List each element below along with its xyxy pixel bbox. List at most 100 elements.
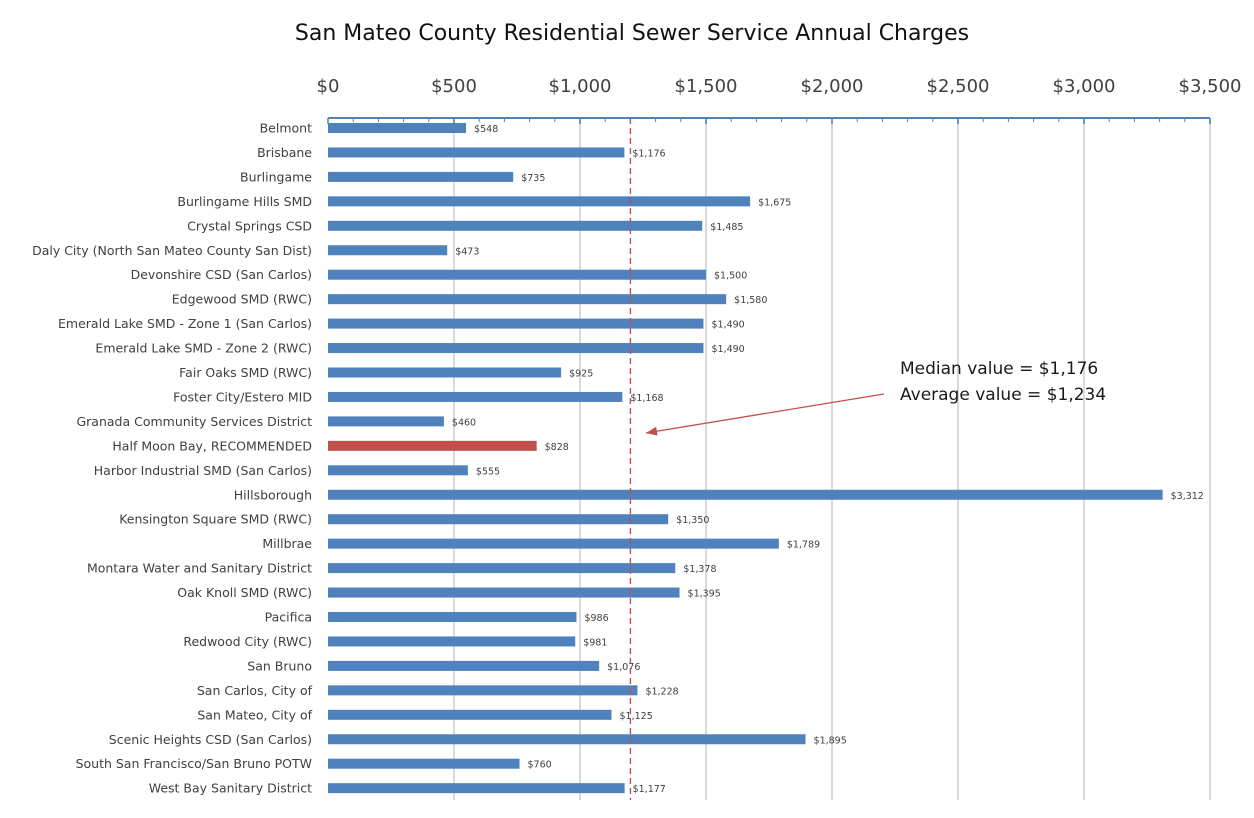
category-label: Millbrae — [262, 536, 312, 551]
bar — [328, 465, 468, 476]
category-label: Emerald Lake SMD - Zone 1 (San Carlos) — [58, 316, 312, 331]
bar — [328, 514, 669, 525]
data-label: $473 — [455, 246, 479, 257]
category-label: Montara Water and Sanitary District — [87, 561, 312, 576]
data-label: $3,312 — [1171, 491, 1204, 502]
category-label: Kensington Square SMD (RWC) — [119, 512, 312, 527]
data-label: $460 — [452, 417, 476, 428]
data-label: $1,485 — [710, 222, 743, 233]
bar — [328, 123, 467, 133]
x-tick-label: $1,000 — [549, 76, 612, 97]
category-label: Emerald Lake SMD - Zone 2 (RWC) — [95, 341, 312, 356]
category-label: Hillsborough — [234, 487, 312, 502]
data-label: $1,177 — [633, 784, 666, 795]
x-axis-ticks: $0 $500 $1,000 $1,500 $2,000 $2,500 $3,000 $3,5… — [317, 76, 1242, 124]
category-label: Granada Community Services District — [76, 414, 312, 429]
category-label: Burlingame Hills SMD — [177, 194, 312, 209]
category-label: Edgewood SMD (RWC) — [172, 292, 312, 307]
category-label: San Bruno — [247, 658, 312, 673]
bar — [328, 587, 680, 598]
data-label: $1,500 — [714, 271, 747, 282]
bar — [328, 685, 638, 696]
data-label: $981 — [583, 637, 607, 648]
annotation-arrow — [645, 393, 885, 434]
category-label: Half Moon Bay, RECOMMENDED — [112, 438, 312, 453]
data-label: $760 — [528, 760, 552, 771]
category-label: Devonshire CSD (San Carlos) — [131, 267, 312, 282]
category-label: Fair Oaks SMD (RWC) — [179, 365, 312, 380]
data-label: $1,789 — [787, 540, 820, 551]
data-label: $1,490 — [711, 320, 744, 331]
category-label: South San Francisco/San Bruno POTW — [76, 756, 312, 771]
category-labels: Belmont Brisbane Burlingame Burlingame Hill… — [32, 121, 313, 796]
annotation-average: Average value = $1,234 — [900, 385, 1106, 405]
x-tick-label: $2,500 — [927, 76, 990, 97]
data-label: $1,168 — [630, 393, 663, 404]
category-label: Pacifica — [265, 610, 312, 625]
gridlines — [453, 118, 1211, 800]
bar — [328, 171, 514, 182]
category-label: Foster City/Estero MID — [173, 389, 312, 404]
chart-title: San Mateo County Residential Sewer Servi… — [295, 21, 969, 46]
bar — [328, 391, 623, 402]
bar — [328, 563, 676, 574]
data-label: $1,395 — [688, 589, 721, 600]
x-tick-label: $500 — [431, 76, 477, 97]
bar — [328, 489, 1163, 500]
bar — [328, 343, 704, 354]
x-tick-label: $3,000 — [1053, 76, 1116, 97]
bar — [328, 612, 577, 622]
data-labels: $548 $1,176 $735 $1,675 $1,485 $473 $1,500 $1,5… — [452, 124, 1204, 795]
category-label: San Carlos, City of — [197, 683, 313, 698]
data-label: $548 — [474, 124, 498, 135]
annotation-arrowhead — [646, 426, 658, 436]
data-label: $1,125 — [620, 711, 653, 722]
bar — [328, 367, 562, 378]
data-label: $1,580 — [734, 295, 767, 306]
bar — [328, 440, 537, 451]
category-label: Crystal Springs CSD — [187, 218, 312, 233]
data-label: $1,378 — [683, 564, 716, 575]
bar — [328, 636, 576, 647]
data-label: $1,675 — [758, 197, 791, 208]
data-label: $986 — [584, 613, 608, 624]
data-label: $555 — [476, 466, 500, 477]
data-label: $1,076 — [607, 662, 640, 673]
bar — [328, 416, 444, 427]
category-label: Oak Knoll SMD (RWC) — [177, 585, 312, 600]
bar — [328, 318, 704, 329]
data-label: $1,895 — [814, 735, 847, 746]
category-label: Harbor Industrial SMD (San Carlos) — [94, 463, 312, 478]
bar — [328, 147, 625, 158]
category-label: Daly City (North San Mateo County San Di… — [32, 243, 312, 258]
annotation: Median value = $1,176 Average value = $1… — [645, 359, 1106, 436]
category-label: Burlingame — [240, 169, 312, 184]
bar — [328, 758, 520, 769]
bar — [328, 245, 448, 256]
bar — [328, 538, 779, 549]
data-label: $925 — [569, 369, 593, 380]
bar — [328, 294, 727, 305]
x-tick-label: $0 — [317, 76, 340, 97]
bar — [328, 783, 625, 794]
bar — [328, 709, 612, 720]
annotation-median: Median value = $1,176 — [900, 359, 1098, 379]
x-tick-label: $3,500 — [1179, 76, 1242, 97]
bar — [328, 734, 806, 745]
category-label: San Mateo, City of — [197, 707, 312, 722]
data-label: $1,228 — [645, 686, 678, 697]
x-tick-label: $1,500 — [675, 76, 738, 97]
category-label: Brisbane — [257, 145, 312, 160]
bars — [328, 123, 1163, 794]
category-label: Redwood City (RWC) — [183, 634, 312, 649]
data-label: $1,490 — [711, 344, 744, 355]
data-label: $1,350 — [676, 515, 709, 526]
data-label: $735 — [521, 173, 545, 184]
bar — [328, 269, 706, 280]
category-label: West Bay Sanitary District — [149, 781, 312, 796]
category-label: Belmont — [260, 121, 312, 136]
category-label: Scenic Heights CSD (San Carlos) — [109, 732, 312, 747]
data-label: $828 — [545, 442, 569, 453]
x-tick-label: $2,000 — [801, 76, 864, 97]
